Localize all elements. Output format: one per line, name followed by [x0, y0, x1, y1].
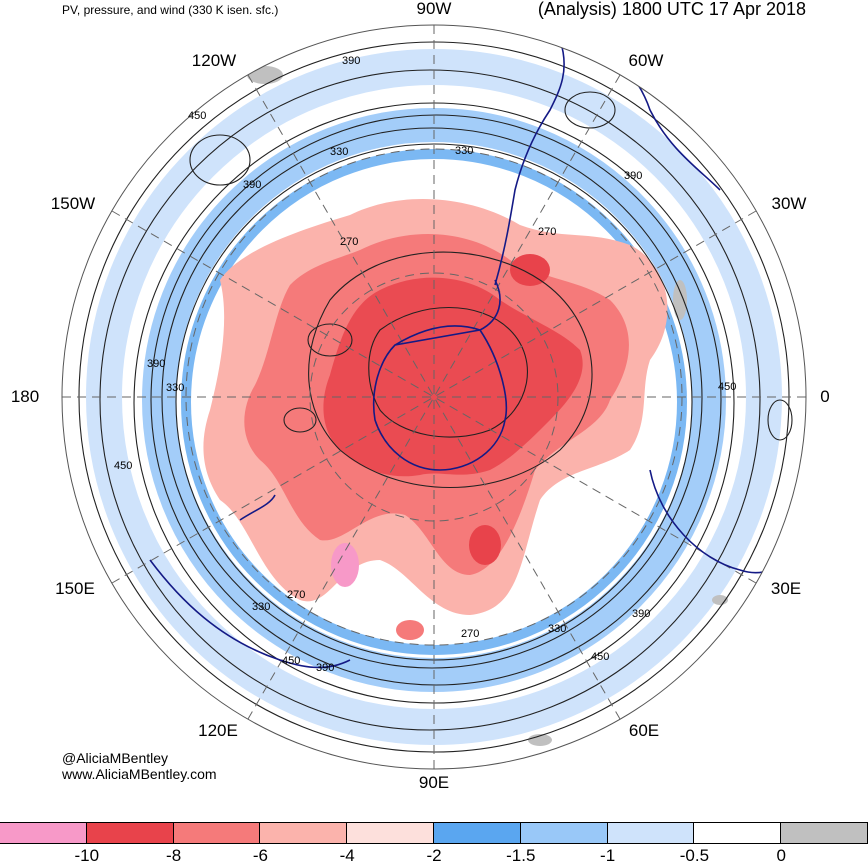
- colorbar-tick-label: -2: [426, 846, 442, 865]
- negative-pv-patch: [247, 66, 283, 84]
- lon-label-120w: 120W: [191, 51, 237, 70]
- contour-label: 330: [330, 146, 348, 158]
- contour-label: 330: [166, 382, 184, 394]
- contour-label: 270: [340, 236, 358, 248]
- colorbar-swatch: [172, 822, 261, 844]
- colorbar-tick-label: -8: [166, 846, 182, 865]
- colorbar-swatch: [85, 822, 174, 844]
- lon-label-120e: 120E: [198, 721, 238, 740]
- colorbar-tick-label: 0: [776, 846, 786, 865]
- colorbar-tick-label: -1.5: [506, 846, 536, 865]
- colorbar-tick-label: -1: [600, 846, 616, 865]
- contour-labels: 390 330 450 390 330 270 390 270 450 390 …: [114, 55, 736, 674]
- contour-label: 270: [538, 226, 556, 238]
- author-credit: @AliciaMBentley www.AliciaMBentley.com: [62, 750, 217, 782]
- colorbar-tick-label: -0.5: [679, 846, 710, 865]
- negative-pv-patch: [673, 280, 687, 320]
- lon-label-150w: 150W: [50, 194, 96, 213]
- contour-label: 390: [316, 662, 334, 674]
- colorbar-tick-label: -6: [252, 846, 268, 865]
- pv-max-spot: [510, 254, 550, 286]
- pv-max-spot: [396, 620, 424, 640]
- lon-label-60w: 60W: [628, 51, 664, 70]
- credit-handle: @AliciaMBentley: [62, 750, 169, 766]
- lon-label-180: 180: [10, 387, 40, 406]
- contour-label: 450: [282, 655, 300, 667]
- colorbar-swatch: [780, 822, 868, 844]
- colorbar-swatch: [693, 822, 782, 844]
- contour-label: 450: [114, 460, 132, 472]
- lon-label-90w: 90W: [416, 0, 452, 18]
- colorbar-swatch: [0, 822, 87, 844]
- map-title-right: (Analysis) 1800 UTC 17 Apr 2018: [537, 0, 806, 19]
- colorbar-swatch: [346, 822, 434, 844]
- lon-label-30w: 30W: [771, 194, 807, 213]
- map-title-left: PV, pressure, and wind (330 K isen. sfc.…: [62, 3, 279, 17]
- lon-label-150e: 150E: [55, 579, 95, 598]
- contour-label: 390: [624, 170, 642, 182]
- colorbar-swatch: [606, 822, 695, 844]
- colorbar-labels: -10 -8 -6 -4 -2 -1.5 -1 -0.5 0: [0, 846, 868, 866]
- map-boundary: [61, 24, 807, 770]
- colorbar-swatch: [519, 822, 608, 844]
- contour-label: 270: [461, 628, 479, 640]
- contour-label: 390: [147, 358, 165, 370]
- graticule: [62, 25, 806, 769]
- contour-label: 390: [243, 179, 261, 191]
- pv-max-spot: [469, 525, 501, 565]
- contour-label: 450: [188, 110, 206, 122]
- contour-label: 330: [252, 601, 270, 613]
- colorbar-swatch: [259, 822, 348, 844]
- colorbar-tick-label: -4: [339, 846, 355, 865]
- high-pv-max: [323, 277, 583, 477]
- negative-pv-patch: [528, 734, 552, 746]
- lon-label-90e: 90E: [418, 773, 450, 792]
- polar-stereographic-map: 390 330 450 390 330 270 390 270 450 390 …: [61, 24, 807, 770]
- contour-label: 450: [591, 651, 609, 663]
- contour-label: 330: [548, 623, 566, 635]
- pv-ring-outer: [86, 49, 782, 745]
- credit-website: www.AliciaMBentley.com: [62, 766, 217, 782]
- lon-label-30e: 30E: [770, 579, 802, 598]
- pv-colorbar: [0, 822, 868, 844]
- contour-label: 390: [342, 55, 360, 67]
- contour-label: 450: [718, 381, 736, 393]
- colorbar-tick-label: -10: [74, 846, 100, 865]
- contour-label: 270: [287, 589, 305, 601]
- colorbar-swatch: [432, 822, 521, 844]
- lon-label-0: 0: [820, 387, 830, 406]
- lon-label-60e: 60E: [628, 721, 660, 740]
- pv-max-spot: [331, 543, 359, 587]
- contour-label: 330: [455, 145, 473, 157]
- contour-label: 390: [632, 608, 650, 620]
